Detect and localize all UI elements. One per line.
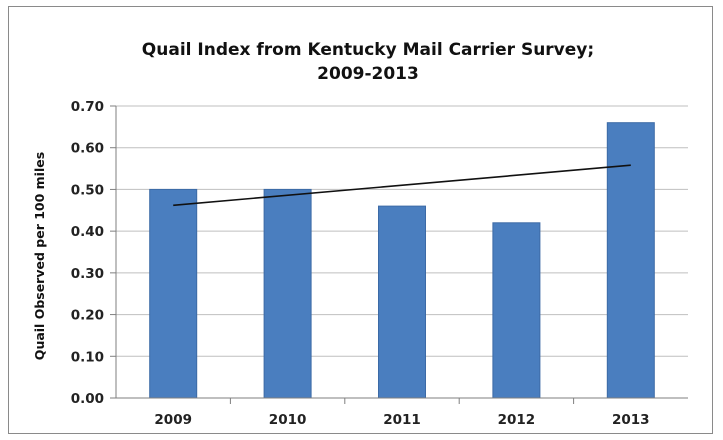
x-tick-label: 2011 (383, 412, 421, 428)
y-tick-label: 0.40 (71, 224, 104, 240)
y-tick-label: 0.20 (71, 308, 104, 324)
x-tick-label: 2012 (498, 412, 536, 428)
bar-2012 (492, 222, 541, 399)
y-tick-label: 0.60 (71, 141, 104, 157)
chart-title-line-2: 2009-2013 (317, 64, 419, 84)
bar-2013 (606, 122, 655, 399)
bar-2010 (263, 188, 312, 399)
bar-2011 (378, 205, 426, 399)
trendline (173, 164, 631, 207)
y-axis-label: Quail Observed per 100 miles (32, 152, 47, 360)
y-tick-label: 0.50 (71, 182, 104, 198)
y-tick-label: 0.30 (71, 266, 104, 282)
y-tick-label: 0.70 (71, 99, 104, 115)
y-tick-label: 0.00 (71, 391, 104, 407)
bar-2009 (149, 188, 198, 399)
y-tick-label: 0.10 (71, 349, 104, 365)
x-tick-label: 2013 (612, 412, 650, 428)
chart-frame (8, 6, 713, 434)
x-tick-label: 2009 (154, 412, 192, 428)
chart-title-line-1: Quail Index from Kentucky Mail Carrier S… (142, 40, 594, 60)
x-tick-label: 2010 (269, 412, 307, 428)
